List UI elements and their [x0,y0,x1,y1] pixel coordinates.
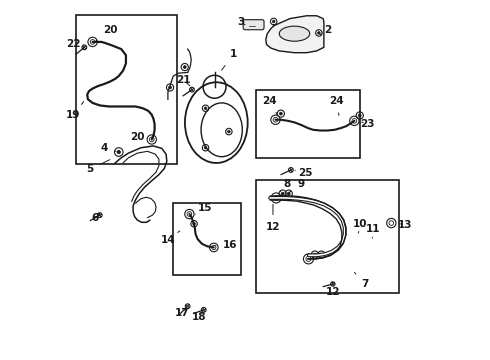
Circle shape [204,147,207,149]
Circle shape [358,114,361,117]
Text: 11: 11 [366,225,381,238]
Text: 1: 1 [221,49,237,70]
Text: 22: 22 [66,39,84,49]
Circle shape [318,32,320,34]
Text: 13: 13 [397,220,412,230]
Text: 19: 19 [66,102,84,121]
Text: 3: 3 [237,17,245,27]
Text: 20: 20 [96,25,118,41]
Ellipse shape [279,26,310,41]
Text: 8: 8 [280,179,291,192]
Circle shape [169,86,171,89]
Bar [256,180,399,293]
Circle shape [279,112,282,115]
Circle shape [281,192,284,195]
FancyBboxPatch shape [243,20,264,30]
Text: 6: 6 [92,213,100,222]
Text: 12: 12 [326,282,340,297]
Text: 4: 4 [101,143,116,153]
Text: 23: 23 [360,120,374,129]
Text: 17: 17 [175,309,190,318]
Text: 16: 16 [216,240,237,250]
Text: 20: 20 [130,132,152,142]
Circle shape [272,20,275,23]
Circle shape [314,253,317,256]
Text: 25: 25 [295,168,313,178]
Circle shape [227,130,230,133]
Text: 12: 12 [266,204,280,231]
Circle shape [287,192,290,195]
Circle shape [183,66,186,68]
Text: 2: 2 [320,25,332,35]
Circle shape [320,253,323,256]
Circle shape [193,222,196,225]
Circle shape [117,150,121,154]
Text: 21: 21 [176,75,191,86]
Text: 24: 24 [329,96,344,116]
Bar [256,90,360,158]
Text: 7: 7 [354,273,369,289]
Text: 14: 14 [161,231,180,245]
Text: 24: 24 [262,96,277,115]
Text: 9: 9 [290,179,304,192]
Text: 10: 10 [353,219,368,233]
Circle shape [204,107,207,109]
Text: 18: 18 [192,312,206,322]
Bar [173,203,242,275]
Text: 15: 15 [196,203,213,214]
Bar [76,15,177,164]
Polygon shape [266,16,324,53]
Text: 5: 5 [86,160,110,174]
